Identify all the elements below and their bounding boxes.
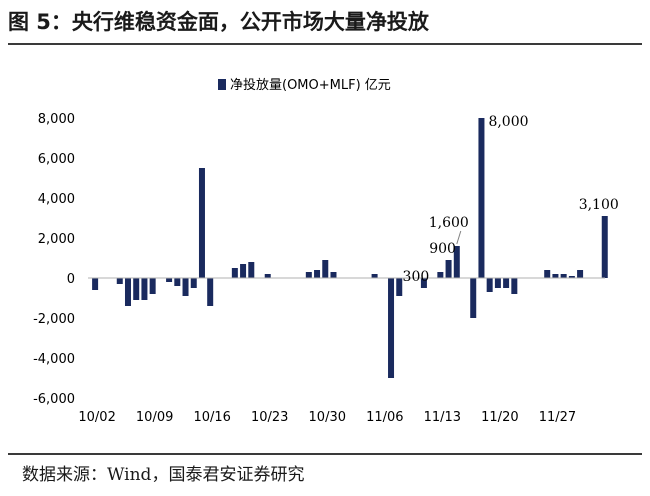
- source-rule: [8, 453, 642, 455]
- bar: [240, 264, 247, 278]
- bar: [248, 262, 255, 278]
- bar: [116, 278, 123, 284]
- y-tick-label: -2,000: [33, 312, 75, 327]
- bar: [552, 274, 559, 278]
- y-tick-label: 6,000: [38, 152, 75, 167]
- title-rule: [8, 43, 642, 45]
- bar: [478, 118, 485, 278]
- bar: [396, 278, 403, 296]
- bar: [92, 278, 99, 290]
- bar: [305, 272, 312, 278]
- bar: [511, 278, 518, 294]
- legend-swatch: [218, 79, 226, 90]
- data-label: 1,600: [429, 215, 469, 231]
- bar: [133, 278, 140, 300]
- x-tick-label: 11/20: [481, 410, 518, 425]
- bar: [470, 278, 477, 318]
- bar: [544, 270, 551, 278]
- bar: [166, 278, 173, 282]
- bar: [437, 272, 444, 278]
- x-tick-label: 11/06: [366, 410, 403, 425]
- x-tick-label: 11/13: [424, 410, 461, 425]
- bar: [445, 260, 452, 278]
- y-tick-label: 4,000: [38, 192, 75, 207]
- x-axis: 10/02 10/09 10/16 10/23 10/30 11/06 11/13 11/20…: [78, 410, 576, 425]
- y-tick-label: 8,000: [38, 112, 75, 127]
- bar-series: [92, 118, 608, 378]
- data-label: 300: [403, 269, 430, 285]
- bar: [322, 260, 329, 278]
- y-tick-label: -6,000: [33, 392, 75, 407]
- legend-label: 净投放量(OMO+MLF) 亿元: [230, 77, 391, 93]
- x-tick-label: 10/16: [193, 410, 230, 425]
- x-tick-label: 10/23: [251, 410, 288, 425]
- y-axis: -6,000 -4,000 -2,000 0 2,000 4,000 6,000 8,000: [33, 112, 75, 407]
- chart-legend: 净投放量(OMO+MLF) 亿元: [218, 77, 391, 93]
- x-tick-label: 10/30: [309, 410, 346, 425]
- y-tick-label: 0: [67, 272, 75, 287]
- bar: [207, 278, 214, 306]
- y-tick-label: 2,000: [38, 232, 75, 247]
- source-note: 数据来源：Wind，国泰君安证券研究: [22, 465, 305, 485]
- bar: [486, 278, 493, 292]
- bar: [174, 278, 181, 286]
- bar: [124, 278, 131, 306]
- bar: [494, 278, 501, 288]
- bar: [149, 278, 156, 294]
- bar: [371, 274, 378, 278]
- bar: [231, 268, 238, 278]
- data-label: 8,000: [488, 114, 528, 130]
- bar: [314, 270, 321, 278]
- x-tick-label: 10/02: [78, 410, 115, 425]
- y-tick-label: -4,000: [33, 352, 75, 367]
- bar: [560, 274, 567, 278]
- bar: [503, 278, 510, 288]
- bar: [453, 246, 460, 278]
- bar: [198, 168, 205, 278]
- bar: [141, 278, 148, 300]
- bar: [577, 270, 584, 278]
- bar: [388, 278, 395, 378]
- bar: [190, 278, 197, 288]
- bar: [182, 278, 189, 296]
- x-tick-label: 10/09: [136, 410, 173, 425]
- figure-title: 图 5：央行维稳资金面，公开市场大量净投放: [8, 10, 429, 34]
- bar: [420, 278, 427, 288]
- data-labels: 300 900 1,600 8,000 3,100: [403, 114, 619, 285]
- bar: [330, 272, 337, 278]
- leader-line: [456, 230, 462, 245]
- data-label: 3,100: [579, 197, 619, 213]
- bar: [601, 216, 608, 278]
- bar: [568, 276, 575, 278]
- bar: [264, 274, 271, 278]
- x-tick-label: 11/27: [539, 410, 576, 425]
- data-label: 900: [429, 241, 456, 257]
